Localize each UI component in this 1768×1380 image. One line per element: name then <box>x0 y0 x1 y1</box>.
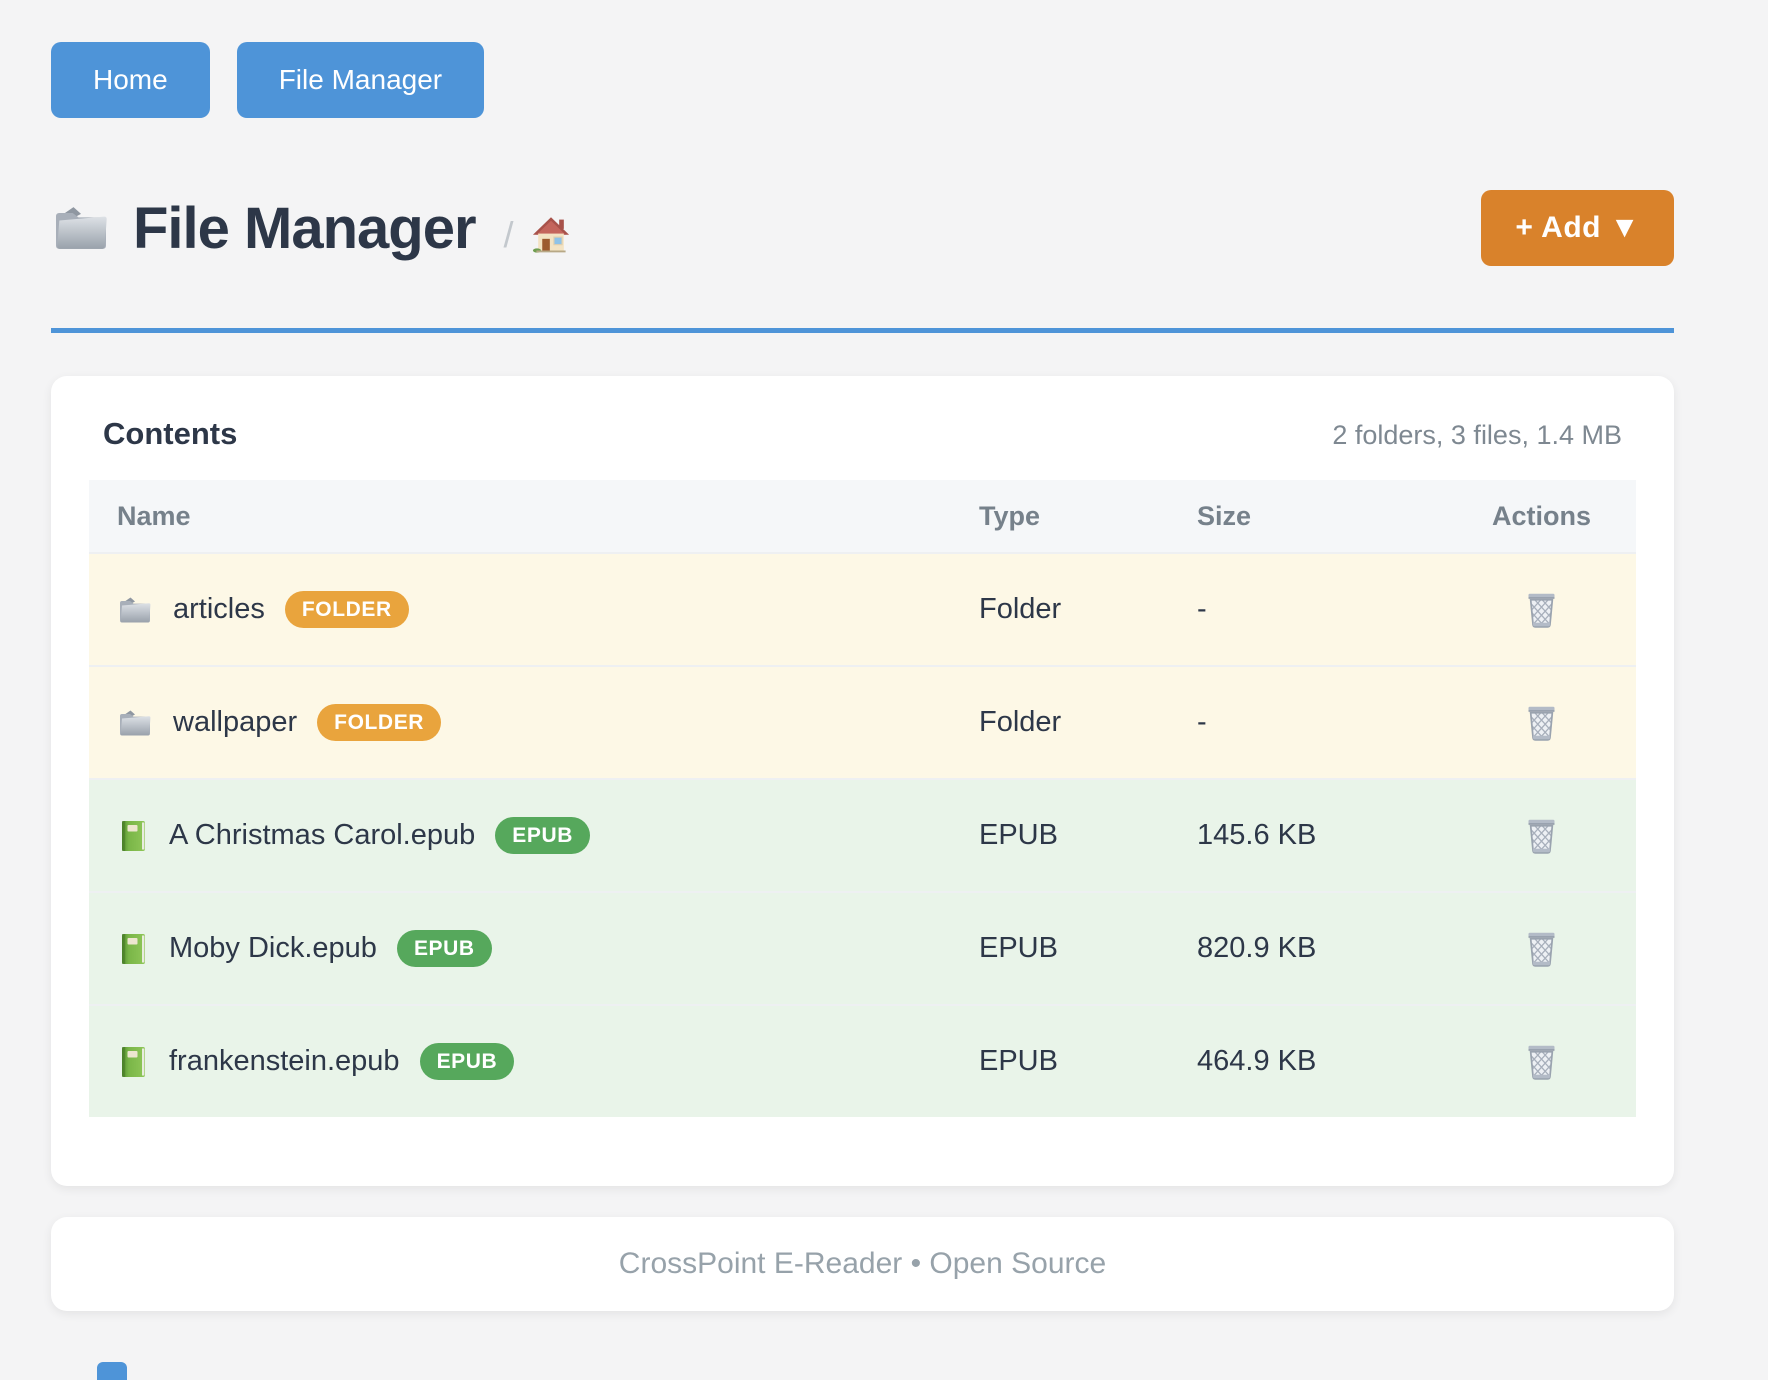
delete-button[interactable] <box>1521 814 1562 857</box>
column-header-size: Size <box>1197 500 1252 531</box>
green-book-icon <box>117 932 149 966</box>
column-header-name: Name <box>117 500 191 531</box>
delete-button[interactable] <box>1521 1040 1562 1083</box>
file-size: 820.9 KB <box>1197 932 1317 964</box>
file-size: 145.6 KB <box>1197 819 1317 851</box>
top-nav: Home File Manager <box>51 0 1674 118</box>
file-name: articles <box>173 593 265 625</box>
folder-icon <box>117 594 153 626</box>
trash-icon <box>1523 590 1560 629</box>
delete-button[interactable] <box>1521 927 1562 970</box>
epub-badge: EPUB <box>396 930 492 967</box>
epub-badge: EPUB <box>419 1043 515 1080</box>
contents-card-header: Contents 2 folders, 3 files, 1.4 MB <box>89 412 1636 452</box>
table-header-row: Name Type Size Actions <box>89 480 1636 552</box>
file-name: A Christmas Carol.epub <box>169 819 476 851</box>
add-button[interactable]: + Add ▼ <box>1481 190 1674 266</box>
table-row[interactable]: frankenstein.epub EPUB EPUB 464.9 KB <box>89 1004 1636 1117</box>
breadcrumb-separator: / <box>503 214 514 255</box>
partial-button[interactable] <box>97 1362 127 1380</box>
column-header-actions: Actions <box>1491 500 1591 531</box>
files-table: Name Type Size Actions articles FOLDER F… <box>89 480 1636 1117</box>
file-name: wallpaper <box>173 706 298 738</box>
epub-badge: EPUB <box>495 817 590 854</box>
green-book-icon <box>117 819 149 853</box>
file-type: EPUB <box>979 932 1058 964</box>
table-row[interactable]: A Christmas Carol.epub EPUB EPUB 145.6 K… <box>89 778 1636 891</box>
table-row[interactable]: wallpaper FOLDER Folder - <box>89 665 1636 778</box>
file-type: EPUB <box>979 1045 1058 1077</box>
table-row[interactable]: Moby Dick.epub EPUB EPUB 820.9 KB <box>89 891 1636 1004</box>
file-size: - <box>1197 706 1207 738</box>
file-type: EPUB <box>979 819 1058 851</box>
delete-button[interactable] <box>1521 701 1562 744</box>
title-divider <box>51 328 1674 333</box>
folder-icon <box>51 203 111 253</box>
file-size: 464.9 KB <box>1197 1045 1317 1077</box>
folder-badge: FOLDER <box>284 591 409 628</box>
file-name: frankenstein.epub <box>169 1045 400 1077</box>
contents-card: Contents 2 folders, 3 files, 1.4 MB Name… <box>51 376 1674 1186</box>
trash-icon <box>1523 1042 1560 1081</box>
folder-icon <box>117 707 153 739</box>
column-header-type: Type <box>979 500 1041 531</box>
footer-card: CrossPoint E-Reader • Open Source <box>51 1217 1674 1311</box>
page-title: File Manager <box>133 195 477 261</box>
house-icon[interactable] <box>530 212 572 254</box>
title-row: File Manager / + Add ▼ <box>51 190 1674 266</box>
trash-icon <box>1523 929 1560 968</box>
contents-title: Contents <box>103 416 238 451</box>
contents-summary: 2 folders, 3 files, 1.4 MB <box>1332 420 1622 450</box>
file-size: - <box>1197 593 1207 625</box>
folder-badge: FOLDER <box>317 704 442 741</box>
table-row[interactable]: articles FOLDER Folder - <box>89 552 1636 665</box>
footer-text: CrossPoint E-Reader • Open Source <box>618 1247 1107 1280</box>
page: Home File Manager File Manager / + Add ▼… <box>51 0 1674 1311</box>
delete-button[interactable] <box>1521 588 1562 631</box>
green-book-icon <box>117 1045 149 1079</box>
home-button[interactable]: Home <box>51 42 210 118</box>
file-type: Folder <box>979 593 1062 625</box>
trash-icon <box>1523 816 1560 855</box>
file-manager-button[interactable]: File Manager <box>236 42 485 118</box>
file-type: Folder <box>979 706 1062 738</box>
trash-icon <box>1523 703 1560 742</box>
file-name: Moby Dick.epub <box>169 932 377 964</box>
